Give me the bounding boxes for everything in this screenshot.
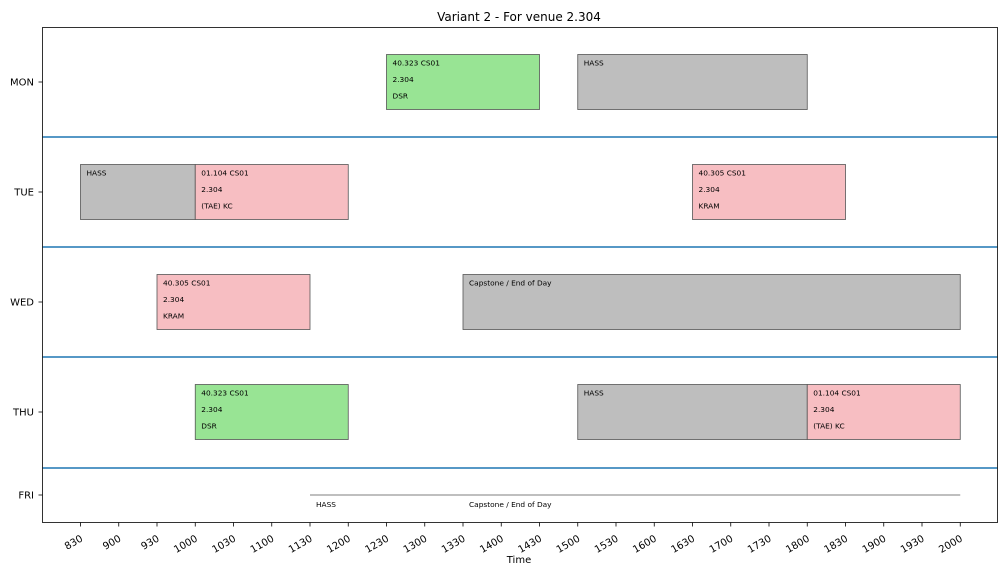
y-axis: MON TUE WED THU FRI — [10, 78, 43, 502]
event-box — [194, 384, 349, 440]
event-box — [386, 54, 540, 110]
x-tick-label-1100: 1100 — [249, 534, 277, 556]
event-text: 2.304 — [699, 185, 720, 194]
event-text: 40.323 CS01 — [201, 389, 249, 398]
y-tick-label-tue: TUE — [13, 188, 34, 199]
event-text: HASS — [316, 500, 336, 509]
event-text: DSR — [393, 92, 409, 101]
x-tick-label-1330: 1330 — [440, 534, 468, 556]
event-text: 2.304 — [813, 405, 834, 414]
event-box — [80, 164, 196, 220]
event-box — [692, 164, 846, 220]
x-tick-label-1600: 1600 — [631, 534, 659, 556]
x-tick-label-1400: 1400 — [478, 534, 506, 556]
x-tick-label-1730: 1730 — [746, 534, 774, 556]
x-tick-label-1130: 1130 — [287, 534, 315, 556]
event-fri-1130: HASS — [310, 494, 463, 509]
event-tue-1000: 01.104 CS01 2.304 (TAE) KC — [194, 164, 349, 220]
x-tick-label-1230: 1230 — [363, 534, 391, 556]
x-tick-label-1030: 1030 — [210, 534, 238, 556]
event-mon-1230: 40.323 CS01 2.304 DSR — [386, 54, 540, 110]
event-text: 40.323 CS01 — [393, 59, 441, 68]
event-text: (TAE) KC — [201, 202, 232, 211]
event-blocks: 40.323 CS01 2.304 DSR HASS HASS 01.104 CS01 2.… — [80, 54, 961, 509]
event-thu-1500: HASS — [577, 384, 808, 440]
x-tick-label-830: 830 — [63, 534, 85, 553]
x-tick-label-1300: 1300 — [402, 534, 430, 556]
x-tick-label-1700: 1700 — [708, 534, 736, 556]
event-box — [194, 164, 349, 220]
event-text: 2.304 — [393, 75, 414, 84]
x-tick-label-930: 930 — [139, 534, 161, 553]
event-box — [577, 54, 808, 110]
event-mon-1500: HASS — [577, 54, 808, 110]
event-text: 2.304 — [201, 185, 222, 194]
day-separators — [42, 136, 998, 469]
event-text: HASS — [584, 389, 604, 398]
event-text: 01.104 CS01 — [813, 389, 861, 398]
event-thu-1000: 40.323 CS01 2.304 DSR — [194, 384, 349, 440]
event-text: (TAE) KC — [813, 422, 844, 431]
event-thu-1800: 01.104 CS01 2.304 (TAE) KC — [806, 384, 961, 440]
event-wed-1330: Capstone / End of Day — [462, 274, 961, 330]
x-tick-label-1430: 1430 — [516, 534, 544, 556]
x-tick-label-2000: 2000 — [937, 534, 965, 556]
x-tick-label-1200: 1200 — [325, 534, 353, 556]
y-tick-label-thu: THU — [12, 408, 34, 419]
x-tick-label-1830: 1830 — [822, 534, 850, 556]
event-box — [156, 274, 311, 330]
event-text: 01.104 CS01 — [201, 169, 249, 178]
event-text: HASS — [87, 169, 107, 178]
event-text: KRAM — [163, 312, 184, 321]
x-axis: 830 900 930 1000 1030 1100 1130 1200 1230 1300 133… — [63, 522, 965, 556]
event-text: 40.305 CS01 — [163, 279, 211, 288]
event-fri-1330: Capstone / End of Day — [463, 494, 961, 509]
event-text: DSR — [201, 422, 217, 431]
y-tick-label-fri: FRI — [18, 491, 34, 502]
event-box — [462, 274, 961, 330]
event-tue-1630: 40.305 CS01 2.304 KRAM — [692, 164, 846, 220]
event-box — [806, 384, 961, 440]
event-text: KRAM — [699, 202, 720, 211]
x-tick-label-1800: 1800 — [784, 534, 812, 556]
event-tue-830: HASS — [80, 164, 196, 220]
event-wed-930: 40.305 CS01 2.304 KRAM — [156, 274, 311, 330]
event-text: Capstone / End of Day — [469, 279, 552, 288]
plot-frame — [42, 27, 998, 523]
x-tick-label-1930: 1930 — [899, 534, 927, 556]
x-tick-label-900: 900 — [101, 534, 123, 553]
x-tick-label-1530: 1530 — [593, 534, 621, 556]
chart-title: Variant 2 - For venue 2.304 — [437, 10, 601, 24]
event-text: Capstone / End of Day — [469, 500, 552, 509]
x-axis-label: Time — [506, 555, 531, 566]
x-tick-label-1000: 1000 — [172, 534, 200, 556]
y-tick-label-wed: WED — [10, 298, 34, 309]
x-tick-label-1500: 1500 — [555, 534, 583, 556]
event-box — [577, 384, 808, 440]
x-tick-label-1630: 1630 — [669, 534, 697, 556]
event-text: 2.304 — [201, 405, 222, 414]
event-text: 40.305 CS01 — [699, 169, 747, 178]
event-text: HASS — [584, 59, 604, 68]
x-tick-label-1900: 1900 — [861, 534, 889, 556]
y-tick-label-mon: MON — [10, 78, 34, 89]
event-text: 2.304 — [163, 295, 184, 304]
